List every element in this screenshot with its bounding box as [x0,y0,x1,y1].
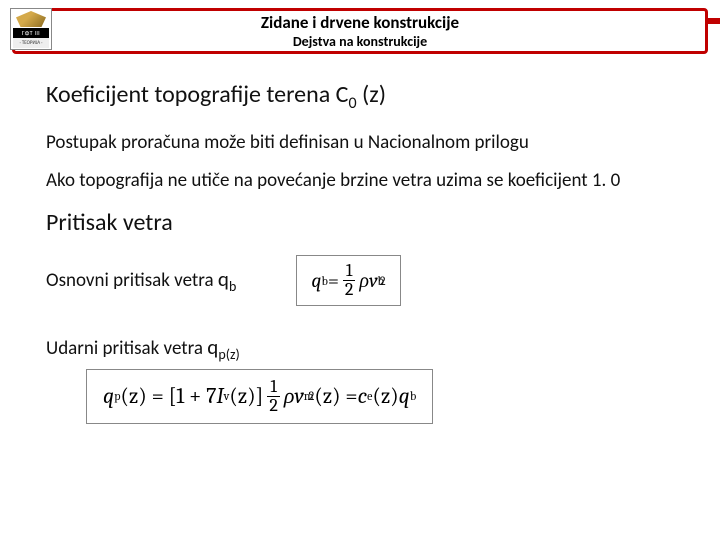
f2-carg: (z) [372,383,398,409]
f2-qrsub: b [410,389,416,403]
title-subscript: 0 [348,94,356,113]
logo-crest-icon [16,11,46,27]
section-title-topography: Koeficijent topografije terena C0 (z) [46,80,680,113]
basic-pressure-row: Osnovni pritisak vetra qb qb = 12 ρ vb2 [46,255,680,306]
paragraph-2: Ako topografija ne utiče na povećanje br… [46,169,680,194]
header-subtitle: Dejstva na konstrukcije [293,33,427,50]
f1-q: q [311,269,321,292]
q-sub: b [229,278,236,295]
header-title: Zidane i drvene konstrukcije [261,12,459,33]
f1-rho: ρ [359,269,369,293]
f1-den: 2 [342,281,357,299]
f2-q: q [103,383,114,409]
q-var: q [218,266,229,292]
f2-c: c [358,383,368,409]
university-logo: ΓΦΤ III · ТЕОРИЈА · [10,8,52,50]
f2-v: v [294,383,303,409]
title-suffix: (z) [357,80,386,109]
logo-bottom-text: · ТЕОРИЈА · [13,38,49,48]
paragraph-1: Postupak proračuna može biti definisan u… [46,131,680,156]
f2-arg1: (z) = [1 + 7 [121,383,217,409]
f2-rho: ρ [284,383,295,409]
f1-v: v [369,269,378,292]
f2-qr: q [399,383,410,409]
f1-vsup: 2 [380,274,386,288]
f2-varg: (z) = [314,383,357,409]
section-title-pressure: Pritisak vetra [46,208,680,237]
formula-qp: qp(z) = [1 + 7Iv(z)] 12 ρ vm2(z) = ce(z)… [86,369,433,424]
basic-pressure-label: Osnovni pritisak vetra qb [46,266,236,295]
formula-qb: qb = 12 ρ vb2 [296,255,400,306]
q2-sub: p(z) [218,346,239,363]
q2-var: q [207,334,218,360]
logo-band-text: ΓΦΤ III [13,28,49,38]
f2-den: 2 [266,397,281,415]
decorative-stub [708,18,720,24]
slide-content: Koeficijent topografije terena C0 (z) Po… [40,80,680,424]
label2-text: Udarni pritisak vetra [46,337,207,360]
peak-pressure-label: Udarni pritisak vetra qp(z) [46,334,680,363]
f1-frac: 12 [342,262,357,299]
f2-Iarg: (z)] [229,383,263,409]
label-text: Osnovni pritisak vetra [46,269,218,292]
f1-eq: = [328,269,339,292]
header-bar: Zidane i drvene konstrukcije Dejstva na … [12,8,708,54]
f2-I: I [216,383,223,409]
title-text: Koeficijent topografije terena C [46,80,348,109]
f2-frac: 12 [266,378,281,415]
